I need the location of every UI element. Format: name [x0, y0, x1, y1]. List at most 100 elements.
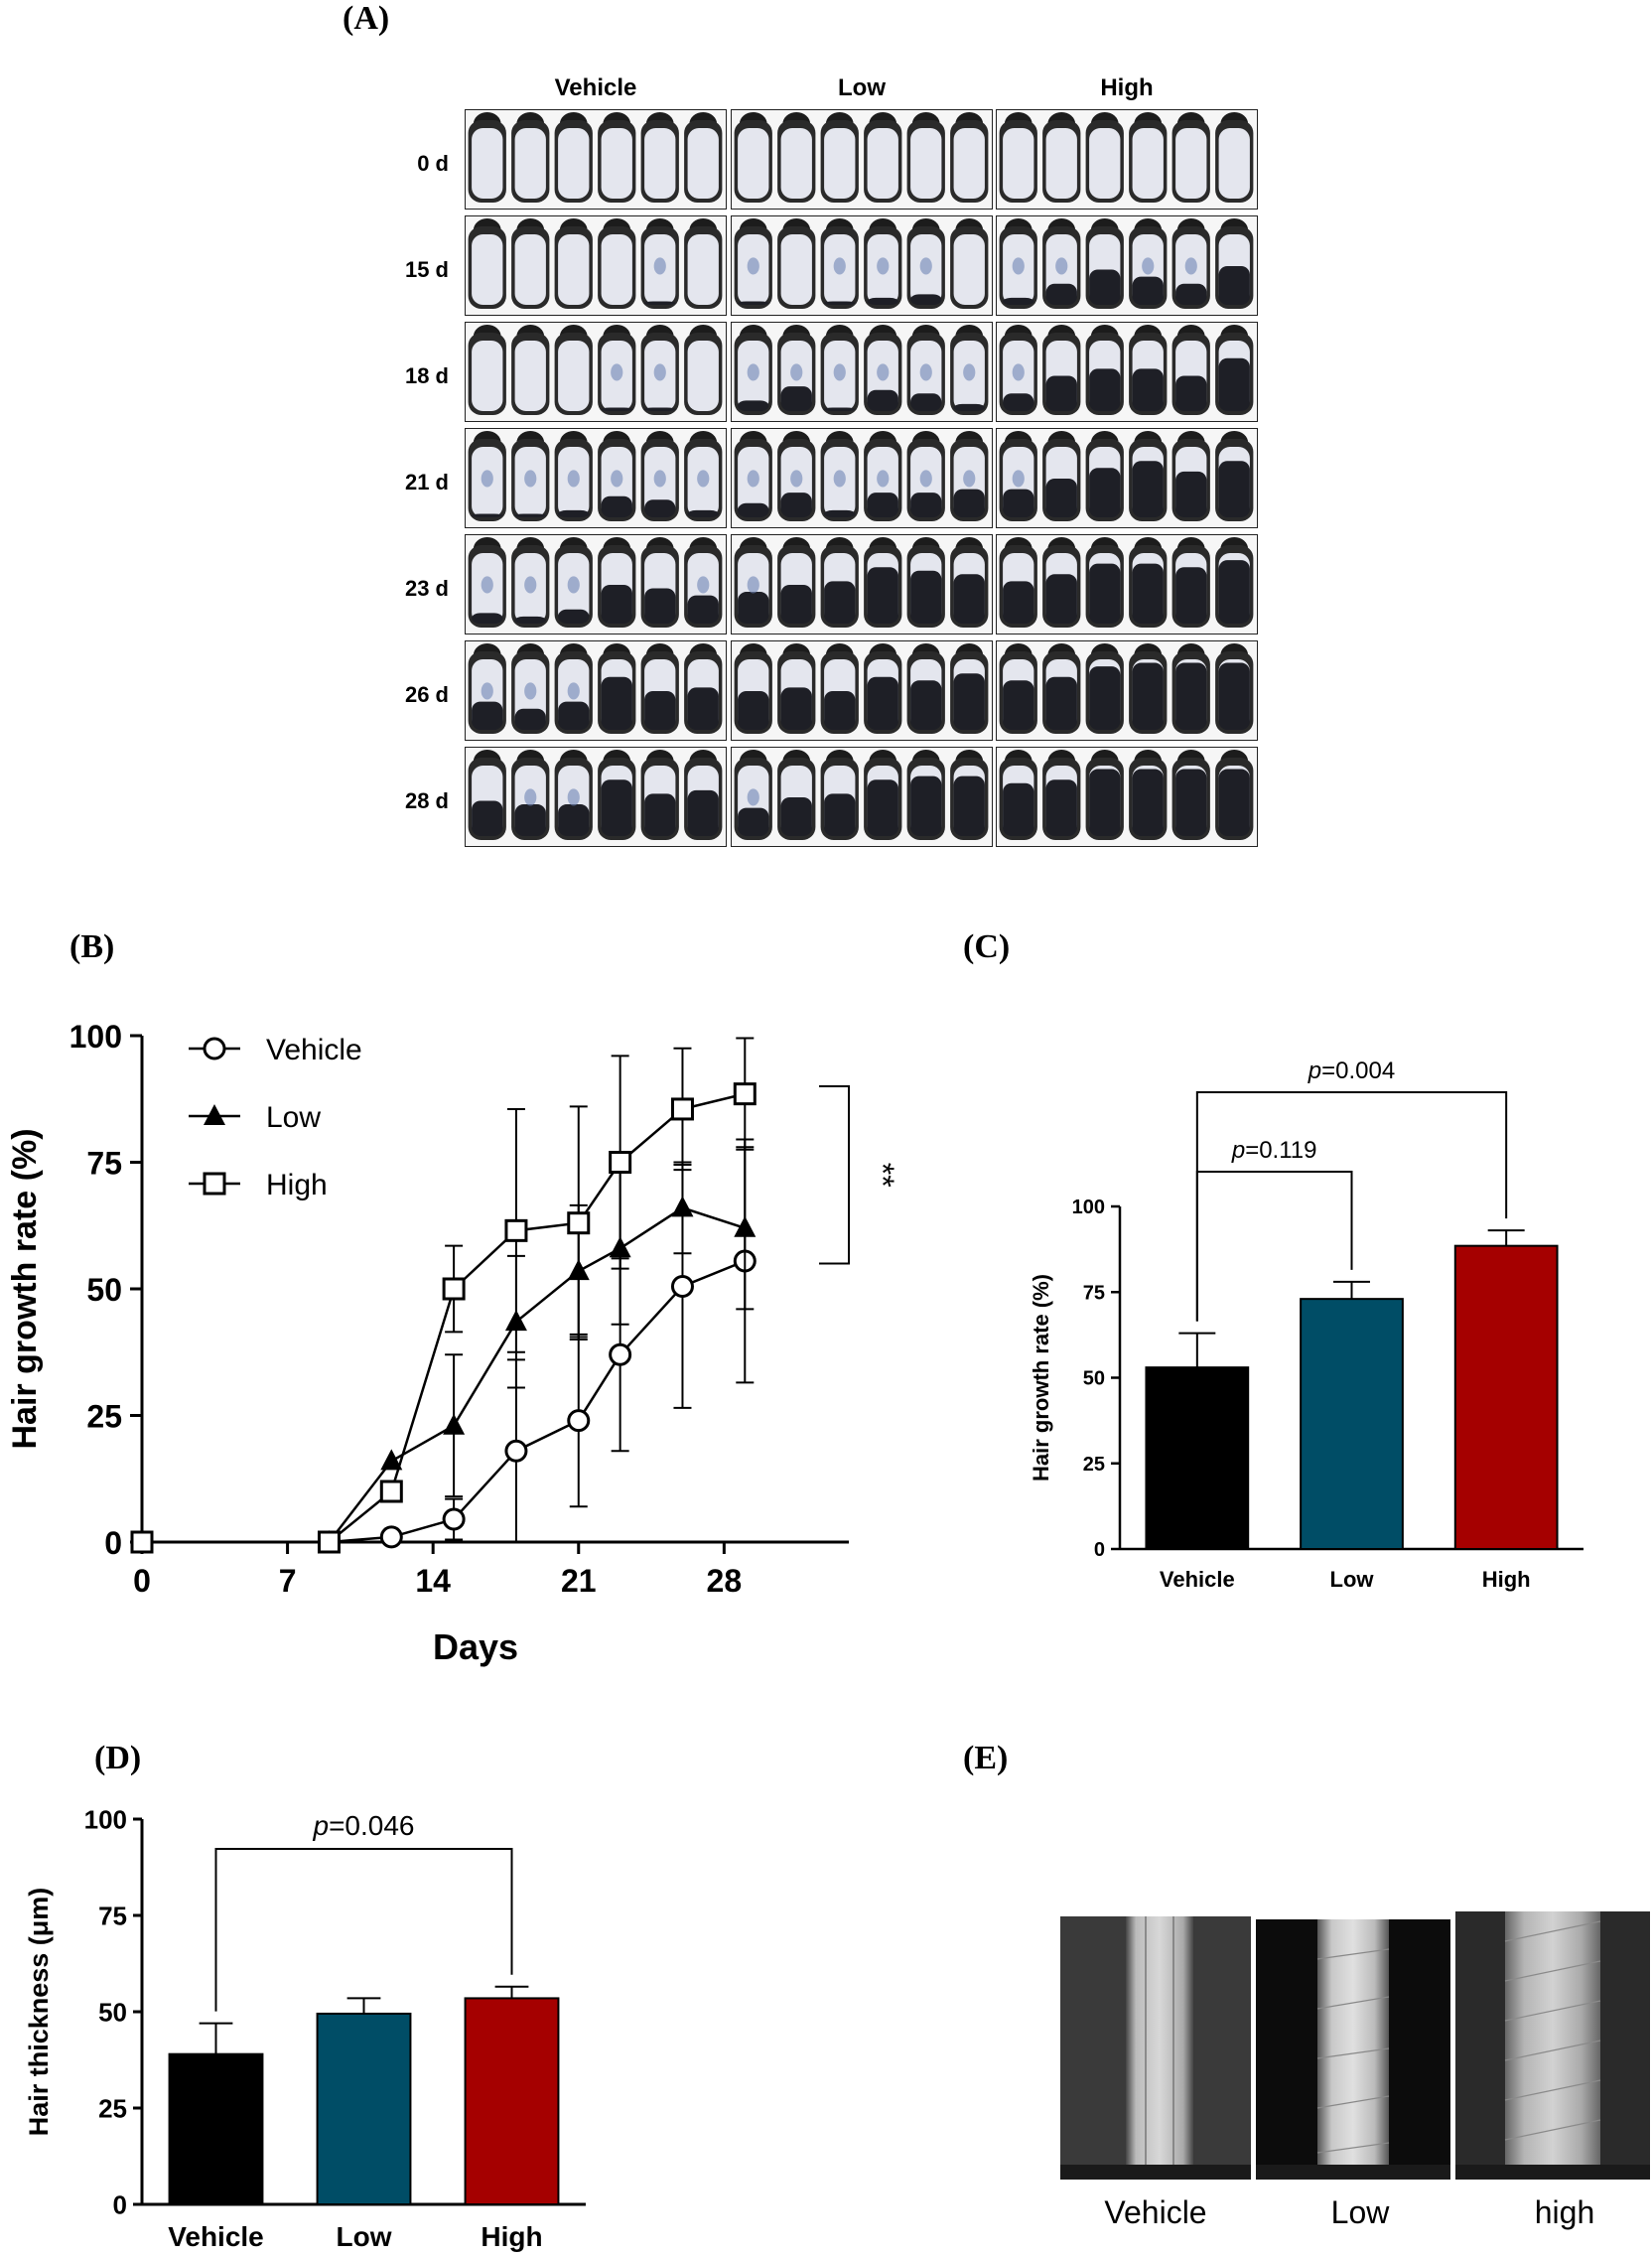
mouse — [864, 325, 902, 415]
data-point — [734, 1215, 757, 1237]
hair-growth-line-chart: 0 25 50 75 100 0 7 14 21 28 Days Hair growth rate (… — [6, 1019, 900, 1667]
mouse — [511, 643, 550, 734]
mouse — [468, 537, 506, 628]
legend-item-low: Low — [189, 1101, 321, 1134]
photo-cell — [465, 428, 727, 528]
photo-cell — [465, 109, 727, 210]
y-axis-label: Hair growth rate (%) — [1029, 1274, 1053, 1481]
mouse — [554, 218, 593, 309]
bar-vehicle — [168, 2052, 264, 2205]
data-point — [379, 1480, 403, 1503]
y-tick-label: 75 — [98, 1901, 127, 1930]
bar-low — [316, 2012, 412, 2205]
mouse — [906, 325, 945, 415]
mouse — [1042, 325, 1081, 415]
bar-vehicle — [1145, 1366, 1250, 1550]
x-tick-label: 21 — [561, 1563, 597, 1599]
mouse — [1215, 325, 1254, 415]
panel-label-a: (A) — [343, 0, 390, 37]
y-tick-label: 25 — [1083, 1454, 1105, 1476]
mouse — [468, 643, 506, 734]
mouse — [1085, 750, 1124, 840]
mouse — [1085, 218, 1124, 309]
mouse — [554, 643, 593, 734]
mouse — [777, 218, 816, 309]
mouse — [864, 643, 902, 734]
photo-cell — [996, 534, 1258, 634]
data-point — [567, 1211, 591, 1235]
row-label-day-28: 28 d — [404, 788, 449, 813]
mouse — [950, 431, 989, 521]
mouse — [598, 218, 636, 309]
bar-high — [1453, 1244, 1559, 1551]
mouse — [1215, 537, 1254, 628]
panel-label-d: (D) — [94, 1740, 142, 1776]
photo-cell — [465, 322, 727, 422]
mouse — [734, 750, 772, 840]
mouse — [1042, 750, 1081, 840]
y-axis-label: Hair thickness (μm) — [24, 1888, 54, 2137]
category-label: Low — [1330, 1567, 1375, 1592]
mouse — [640, 750, 679, 840]
mouse — [554, 537, 593, 628]
mouse — [511, 431, 550, 521]
mouse — [554, 325, 593, 415]
series-vehicle — [130, 1138, 757, 1554]
series-high — [130, 1037, 757, 1554]
p-value-label: p=0.004 — [1308, 1058, 1395, 1084]
mouse — [511, 750, 550, 840]
row-label-day-18: 18 d — [404, 363, 449, 388]
column-header-low: Low — [838, 74, 886, 101]
mouse-photo-grid: Vehicle Low High 0 d 15 d 18 d 21 d 23 d… — [0, 0, 1652, 864]
data-point — [609, 1151, 632, 1174]
category-label: Vehicle — [168, 2221, 264, 2252]
mouse — [1129, 750, 1168, 840]
mouse — [1042, 431, 1081, 521]
photo-cell — [996, 428, 1258, 528]
photo-cell — [996, 215, 1258, 316]
mouse — [684, 112, 723, 203]
mouse — [820, 431, 859, 521]
data-point — [567, 1409, 591, 1433]
mouse — [684, 643, 723, 734]
mouse — [598, 750, 636, 840]
mouse — [1171, 325, 1210, 415]
mouse — [468, 431, 506, 521]
mouse — [950, 750, 989, 840]
data-point — [379, 1525, 403, 1549]
mouse — [734, 112, 772, 203]
data-point — [504, 1218, 528, 1242]
mouse — [684, 431, 723, 521]
category-label: High — [481, 2221, 542, 2252]
mouse — [468, 218, 506, 309]
mouse — [511, 218, 550, 309]
row-label-day-15: 15 d — [404, 257, 449, 282]
x-axis-label: Days — [433, 1626, 518, 1667]
legend-marker — [204, 1104, 225, 1125]
hair-growth-bar-chart: 0 25 50 75 100 Vehicle Low High Hair growth rate… — [1029, 1058, 1583, 1592]
mouse — [640, 218, 679, 309]
mouse — [1042, 643, 1081, 734]
mouse — [820, 750, 859, 840]
y-tick-label: 50 — [1083, 1368, 1105, 1390]
legend-item-vehicle: Vehicle — [189, 1034, 362, 1066]
mouse — [640, 112, 679, 203]
data-point — [443, 1413, 466, 1435]
mouse — [1215, 750, 1254, 840]
mouse — [640, 325, 679, 415]
mouse — [1171, 431, 1210, 521]
comparison-bracket — [1195, 1091, 1508, 1322]
photo-cell — [731, 640, 993, 741]
mouse — [640, 537, 679, 628]
mouse — [1171, 112, 1210, 203]
mouse — [1129, 325, 1168, 415]
mouse — [468, 325, 506, 415]
mouse — [554, 431, 593, 521]
mouse — [598, 325, 636, 415]
mouse — [511, 112, 550, 203]
mouse — [1171, 537, 1210, 628]
photo-cell — [996, 322, 1258, 422]
sem-hair-images: Vehicle Low high — [1052, 1911, 1652, 2256]
legend-label: Low — [266, 1101, 321, 1134]
legend-marker — [203, 1037, 226, 1060]
